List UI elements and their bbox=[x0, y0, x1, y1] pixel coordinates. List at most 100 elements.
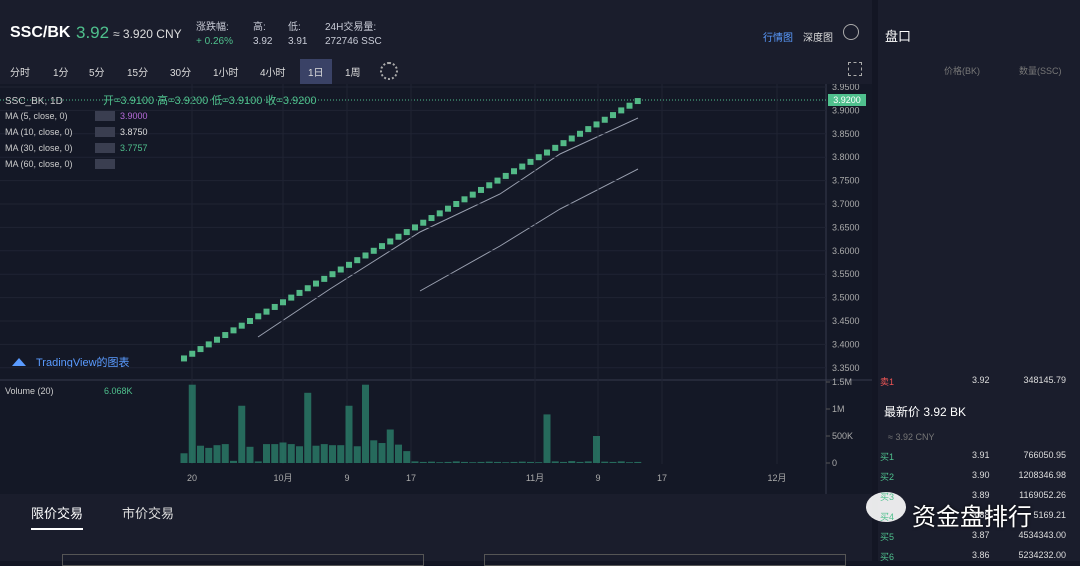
volume-bar bbox=[543, 414, 551, 463]
input[interactable] bbox=[62, 554, 424, 566]
candle bbox=[469, 191, 476, 198]
candle bbox=[370, 247, 377, 254]
candle bbox=[577, 130, 583, 137]
volume-bar bbox=[444, 461, 452, 463]
candle bbox=[197, 346, 204, 353]
tab[interactable]: 深度图 bbox=[803, 33, 833, 44]
candle bbox=[428, 215, 435, 222]
volume-bar bbox=[601, 461, 609, 463]
row-amount: 5169.21 bbox=[1033, 510, 1066, 520]
row-amount: 4534343.00 bbox=[1018, 530, 1066, 540]
settings-icon[interactable] bbox=[380, 62, 398, 80]
candle bbox=[634, 98, 641, 105]
col-header: 价格(BK) bbox=[944, 66, 981, 76]
y-tick-label: 3.6000 bbox=[832, 246, 860, 256]
interval-tab[interactable]: 1周 bbox=[345, 68, 361, 79]
candle bbox=[527, 158, 534, 165]
legend-ohlc: 开=3.9100 高=3.9200 低=3.9100 收=3.9200 bbox=[103, 93, 316, 107]
candle bbox=[502, 172, 509, 179]
candle bbox=[511, 168, 517, 175]
candle bbox=[412, 224, 418, 231]
chart-bg bbox=[0, 84, 872, 494]
volume-bar bbox=[188, 384, 196, 463]
volume-bar bbox=[419, 461, 427, 463]
candle bbox=[552, 144, 559, 151]
y-tick-label: 1M bbox=[832, 404, 845, 414]
value: 3.91 bbox=[288, 36, 308, 47]
interval-tab[interactable]: 1分 bbox=[53, 68, 69, 79]
candle bbox=[280, 299, 286, 306]
row-label: 卖1 bbox=[880, 377, 895, 387]
legend-icon bbox=[95, 159, 115, 169]
x-tick-label: 20 bbox=[187, 473, 197, 483]
interval-tab[interactable]: 5分 bbox=[89, 68, 105, 79]
volume-bar bbox=[362, 384, 369, 463]
volume-bar bbox=[535, 462, 543, 463]
y-tick-label: 1.5M bbox=[832, 377, 852, 387]
x-tick-label: 9 bbox=[595, 473, 600, 483]
watermark: 资金盘排行 bbox=[912, 504, 1032, 531]
candle bbox=[610, 112, 616, 119]
volume-bar bbox=[386, 429, 394, 463]
row-label: 买2 bbox=[880, 472, 895, 482]
candle bbox=[461, 196, 468, 203]
volume-bar bbox=[502, 462, 510, 463]
y-tick-label: 500K bbox=[832, 431, 853, 441]
y-tick-label: 3.9000 bbox=[832, 105, 860, 115]
chart: 3.9200 SSC_BK, 1D 开=3.9100 高=3.9200 低=3.… bbox=[0, 84, 872, 494]
interval-tab[interactable]: 分时 bbox=[10, 68, 30, 79]
candle bbox=[395, 233, 402, 240]
interval-tab[interactable]: 30分 bbox=[170, 68, 192, 79]
tab[interactable]: 行情图 bbox=[763, 33, 793, 44]
trade-panel bbox=[0, 494, 872, 561]
legend-icon bbox=[95, 111, 115, 121]
volume-bar bbox=[271, 444, 279, 463]
row-label: 买4 bbox=[880, 512, 895, 522]
brand[interactable]: TradingView的图表 bbox=[36, 355, 130, 369]
legend-ma: MA (30, close, 0) bbox=[5, 143, 73, 153]
volume-bar bbox=[370, 440, 378, 463]
volume-bar bbox=[279, 442, 287, 463]
price: 3.92 bbox=[76, 23, 110, 42]
candle bbox=[222, 332, 229, 339]
row-amount: 348145.79 bbox=[1023, 375, 1066, 385]
row-price: 3.87 bbox=[972, 530, 990, 540]
legend-icon bbox=[95, 143, 115, 153]
candle bbox=[403, 229, 410, 236]
interval-tab[interactable]: 4小时 bbox=[260, 68, 286, 79]
volume-bar bbox=[568, 461, 576, 463]
volume-bar bbox=[477, 461, 485, 463]
volume-bar bbox=[221, 444, 229, 463]
volume-bar bbox=[296, 446, 303, 463]
tab[interactable]: 市价交易 bbox=[122, 506, 175, 521]
candle bbox=[535, 154, 542, 161]
candle bbox=[379, 243, 385, 250]
tab[interactable]: 限价交易 bbox=[31, 503, 84, 530]
row-amount: 1208346.98 bbox=[1018, 470, 1066, 480]
x-tick-label: 17 bbox=[406, 473, 416, 483]
volume-bar bbox=[337, 445, 345, 463]
last-price-label: 3.9200 bbox=[833, 95, 861, 105]
row-price: 3.92 bbox=[972, 375, 990, 385]
interval-tab[interactable]: 1日 bbox=[300, 59, 332, 84]
input[interactable] bbox=[484, 554, 846, 566]
last-price-tag bbox=[828, 94, 866, 106]
volume-bar bbox=[304, 392, 312, 463]
interval-tab[interactable]: 15分 bbox=[127, 68, 149, 79]
volume-bar bbox=[551, 461, 559, 463]
volume-bar bbox=[329, 445, 336, 463]
legend-volume-value: 6.068K bbox=[104, 386, 133, 396]
volume-bar bbox=[312, 445, 320, 463]
interval-tab[interactable]: 1小时 bbox=[213, 68, 239, 79]
label: 涨跌幅: bbox=[196, 22, 229, 33]
brand-logo bbox=[12, 358, 26, 366]
row-amount: 5234232.00 bbox=[1018, 550, 1066, 560]
col-header: 数量(SSC) bbox=[1019, 66, 1062, 76]
palette-icon[interactable] bbox=[843, 24, 859, 40]
fullscreen-icon[interactable] bbox=[848, 62, 862, 76]
volume-bar bbox=[576, 461, 584, 463]
volume-bar bbox=[287, 444, 295, 463]
volume-bar bbox=[246, 446, 254, 463]
volume-bar bbox=[469, 462, 477, 463]
volume-bar bbox=[403, 451, 411, 463]
